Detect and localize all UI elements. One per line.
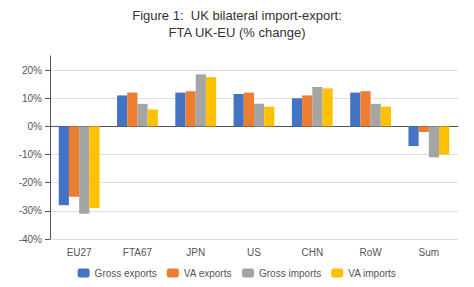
svg-text:-20%: -20% xyxy=(19,177,42,188)
svg-text:Gross exports: Gross exports xyxy=(95,268,157,279)
svg-text:10%: 10% xyxy=(22,93,42,104)
svg-text:-40%: -40% xyxy=(19,234,42,245)
svg-text:US: US xyxy=(247,247,261,258)
svg-text:Sum: Sum xyxy=(419,247,440,258)
svg-text:JPN: JPN xyxy=(186,247,205,258)
svg-text:VA exports: VA exports xyxy=(184,268,232,279)
svg-text:CHN: CHN xyxy=(301,247,323,258)
svg-text:FTA UK-EU (% change): FTA UK-EU (% change) xyxy=(168,25,305,40)
svg-text:Gross imports: Gross imports xyxy=(259,268,321,279)
svg-text:RoW: RoW xyxy=(359,247,382,258)
svg-text:Figure 1: UK bilateral import: Figure 1: UK bilateral import-export: xyxy=(132,8,342,23)
svg-text:EU27: EU27 xyxy=(67,247,92,258)
svg-text:20%: 20% xyxy=(22,65,42,76)
svg-text:-30%: -30% xyxy=(19,205,42,216)
svg-text:-10%: -10% xyxy=(19,149,42,160)
svg-text:FTA67: FTA67 xyxy=(123,247,153,258)
svg-text:VA imports: VA imports xyxy=(348,268,396,279)
svg-text:0%: 0% xyxy=(28,121,43,132)
